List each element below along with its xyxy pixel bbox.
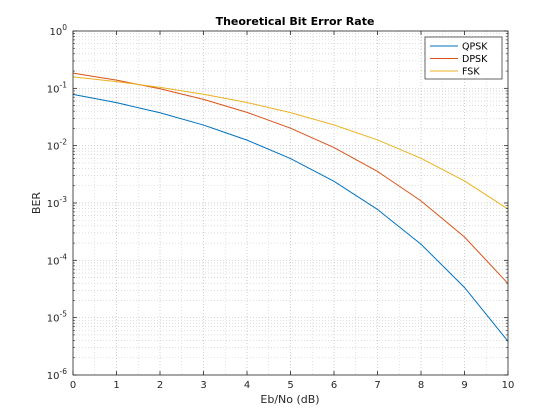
x-tick-label: 8 bbox=[418, 380, 424, 391]
chart-title: Theoretical Bit Error Rate bbox=[216, 15, 375, 28]
legend-label-dpsk: DPSK bbox=[462, 54, 488, 65]
x-tick-label: 1 bbox=[113, 380, 119, 391]
x-axis-label: Eb/No (dB) bbox=[260, 393, 319, 406]
legend-label-fsk: FSK bbox=[462, 67, 480, 78]
y-tick-label: 10-2 bbox=[47, 138, 67, 153]
y-tick-label: 10-1 bbox=[47, 80, 67, 95]
y-axis-label: BER bbox=[30, 192, 43, 214]
series-line-qpsk bbox=[72, 93, 509, 342]
x-tick-label: 3 bbox=[200, 380, 206, 391]
x-tick-label: 10 bbox=[502, 380, 515, 391]
y-tick-label: 10-3 bbox=[47, 195, 67, 210]
x-tick-label: 4 bbox=[244, 380, 250, 391]
x-tick-label: 0 bbox=[70, 380, 76, 391]
x-tick-label: 5 bbox=[287, 380, 293, 391]
y-tick-label: 10-6 bbox=[47, 367, 67, 382]
x-tick-label: 7 bbox=[374, 380, 380, 391]
y-tick-label: 10-4 bbox=[47, 252, 67, 267]
y-tick-label: 10-5 bbox=[47, 310, 67, 325]
x-tick-label: 2 bbox=[157, 380, 163, 391]
series-line-fsk bbox=[72, 76, 509, 210]
plot-area: 0 1 2 3 4 5 6 7 8 9 10 100 10-1 10-2 10-3 10-4 10-5 10-6 Q… bbox=[47, 23, 515, 391]
x-tick-label: 6 bbox=[331, 380, 337, 391]
x-tick-label: 9 bbox=[461, 380, 467, 391]
legend-label-qpsk: QPSK bbox=[462, 42, 488, 53]
y-tick-label: 100 bbox=[49, 23, 67, 38]
